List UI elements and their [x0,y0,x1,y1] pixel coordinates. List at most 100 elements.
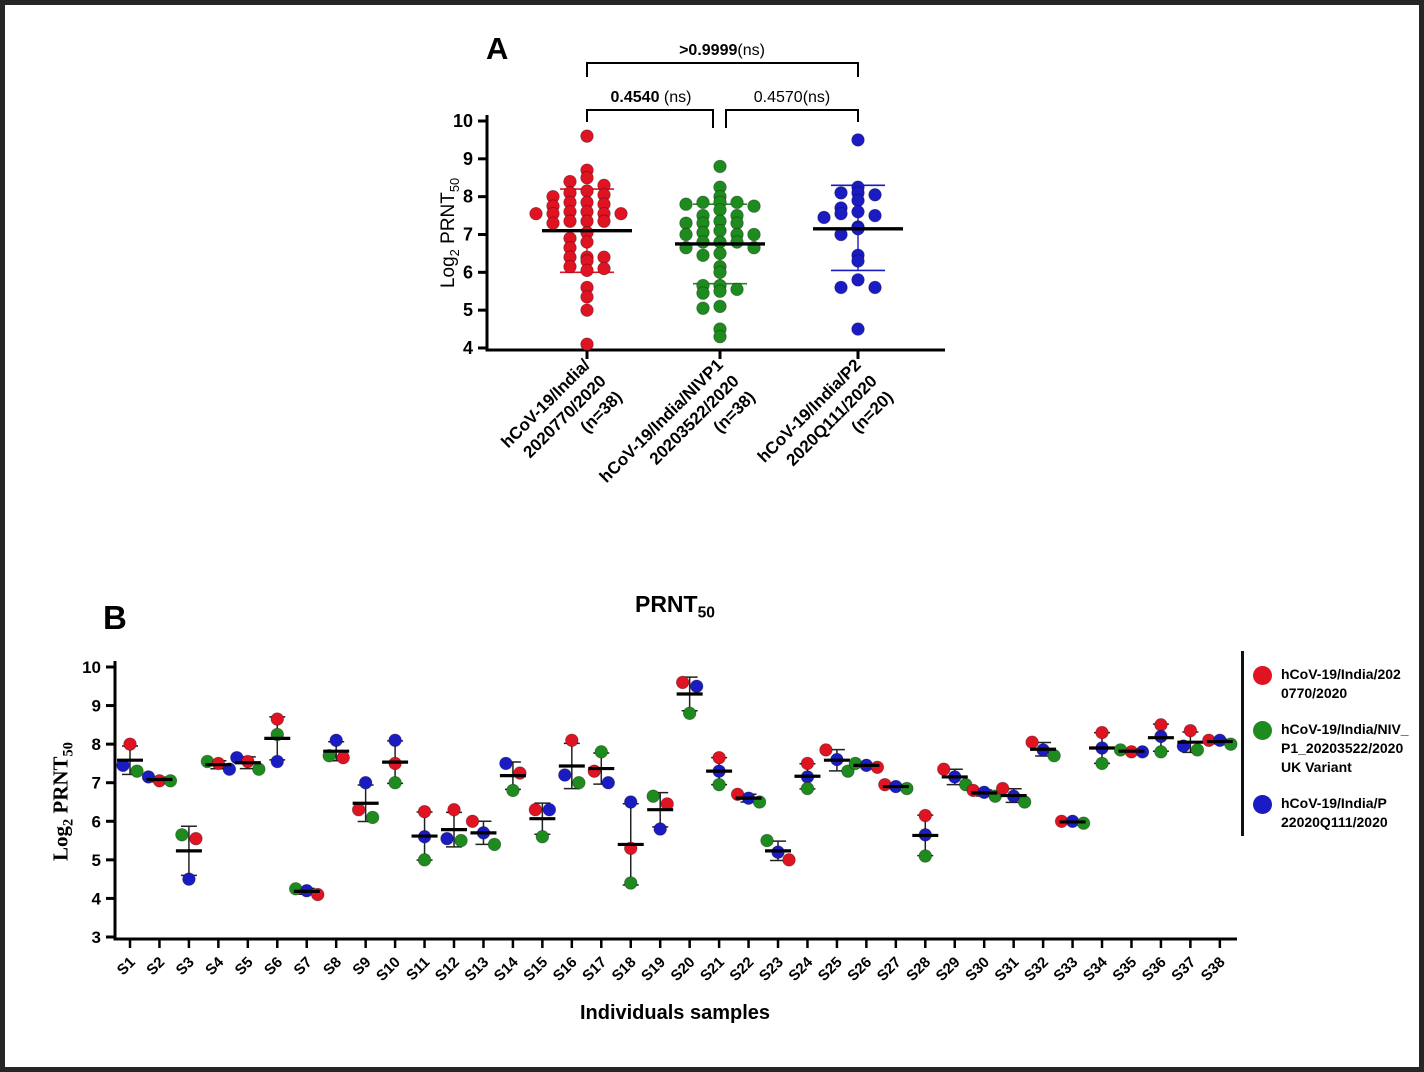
y-tick-label: 9 [92,697,101,716]
data-point [580,171,594,185]
data-point [580,337,594,351]
data-point [713,246,727,261]
data-point [563,259,577,274]
legend-marker-blue-dot [1253,795,1272,814]
x-tick-label: S4 [202,953,227,978]
data-point [351,803,366,817]
data-point [870,760,885,774]
data-point [447,803,461,817]
legend-label-line: 0770/2020 [1281,685,1348,701]
data-point [580,214,594,228]
data-point [713,235,727,249]
data-point [713,224,727,238]
data-point [937,762,951,776]
data-point [851,193,865,208]
significance-bracket [586,109,714,128]
legend-item: hCoV-19/India/202 0770/2020 [1253,665,1419,703]
data-point [713,329,727,344]
x-tick-label: S10 [373,954,404,985]
data-point [440,831,454,846]
data-point [624,795,638,809]
data-point [682,706,697,720]
data-point [868,188,882,202]
data-point [130,764,144,778]
data-point [1047,749,1061,763]
panel-a-label: A [486,31,509,66]
data-point [597,250,611,264]
data-point [696,286,710,300]
data-point [1183,723,1198,738]
data-point [580,129,594,143]
data-point [417,853,432,867]
legend-label-line: P1_20203522/2020 [1281,740,1404,756]
x-tick-label: S19 [638,954,669,985]
x-tick-label: S34 [1080,953,1111,984]
y-tick-label: 10 [453,111,473,131]
x-tick-label: S33 [1050,954,1081,985]
data-point [535,830,550,844]
data-point [834,186,848,200]
data-point [336,750,350,765]
data-point [712,777,726,792]
x-tick-label: S3 [173,954,198,979]
data-point [730,195,744,210]
data-point [329,733,343,747]
data-point [580,184,594,198]
data-point [800,756,815,771]
p-value-label: >0.9999(ns) [679,42,765,59]
data-point [563,214,577,228]
x-tick-label: S37 [1168,954,1199,985]
data-point [1190,743,1205,757]
data-point [696,195,710,210]
data-point [614,206,628,221]
data-point [918,849,932,863]
p-value-label: 0.4570(ns) [754,89,831,106]
data-point [388,776,402,790]
x-tick-label: S36 [1139,954,1170,985]
legend: hCoV-19/India/202 0770/2020 hCoV-19/Indi… [1253,665,1419,849]
data-point [123,737,137,751]
data-point [713,203,727,217]
x-tick-label: S30 [962,954,993,985]
legend-label-line: hCoV-19/India/NIV_ [1281,721,1409,737]
data-point [182,872,196,886]
data-point [594,745,608,759]
legend-divider-line [1241,651,1244,836]
legend-item: hCoV-19/India/P 22020Q111/2020 [1253,794,1419,832]
y-tick-label: 10 [82,658,101,677]
data-point [597,261,611,276]
data-point [696,301,710,315]
x-tick-label: S12 [432,954,463,985]
data-point [624,876,638,890]
panel-b-x-axis-title: Individuals samples [579,1002,771,1024]
data-point [696,235,710,249]
y-tick-label: 4 [463,338,473,358]
data-point [506,783,520,798]
data-point [730,235,744,249]
data-point [848,756,863,771]
data-point [454,833,468,848]
data-point [565,733,579,747]
x-tick-label: S9 [349,954,374,979]
data-point [1025,735,1039,749]
data-point [1017,795,1032,809]
data-point [782,853,796,867]
data-point [679,216,693,230]
data-point [966,783,980,798]
data-point [713,299,727,314]
data-point [696,248,710,262]
data-point [252,762,266,776]
significance-bracket [725,109,859,128]
x-tick-label: S5 [232,954,257,979]
data-point [747,199,761,213]
y-tick-label: 7 [92,774,101,793]
data-point [1154,745,1168,759]
data-point [679,227,693,242]
data-point [653,822,667,836]
data-point [528,803,543,817]
data-point [365,810,380,825]
x-tick-label: S17 [579,954,610,985]
x-tick-label: S23 [756,954,787,985]
